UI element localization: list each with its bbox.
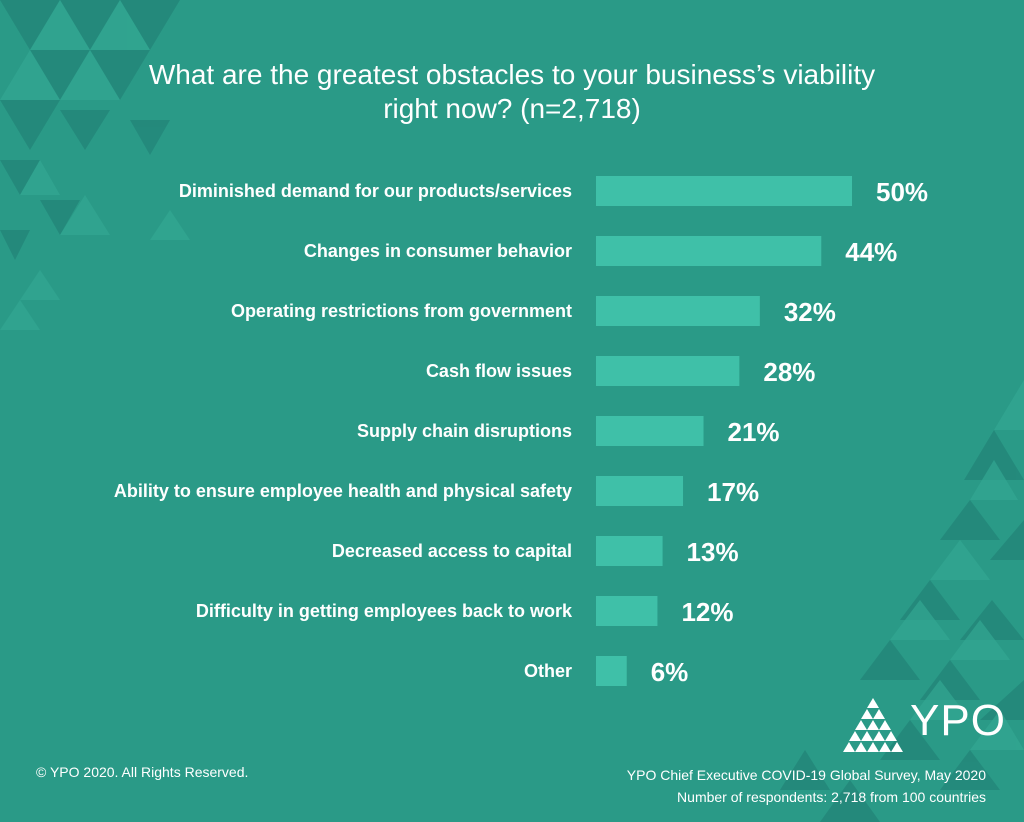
source-note: YPO Chief Executive COVID-19 Global Surv… <box>627 764 986 808</box>
value-label: 28% <box>763 357 815 387</box>
category-label: Difficulty in getting employees back to … <box>196 601 573 621</box>
category-label: Decreased access to capital <box>332 541 572 561</box>
chart-title-line-1: What are the greatest obstacles to your … <box>148 59 876 90</box>
horizontal-bar-chart: Diminished demand for our products/servi… <box>114 176 928 687</box>
value-label: 12% <box>681 597 733 627</box>
triangle-pyramid-icon <box>843 698 903 752</box>
value-label: 17% <box>707 477 759 507</box>
logo-text: YPO <box>910 696 1006 745</box>
bar <box>596 416 704 446</box>
ypo-logo: YPO <box>838 692 1005 762</box>
category-label: Ability to ensure employee health and ph… <box>114 481 572 501</box>
copyright-notice: © YPO 2020. All Rights Reserved. <box>36 764 249 780</box>
category-label: Cash flow issues <box>426 361 572 381</box>
bar <box>596 536 663 566</box>
bar <box>596 476 684 506</box>
source-line-1: YPO Chief Executive COVID-19 Global Surv… <box>626 767 986 783</box>
value-label: 50% <box>876 177 928 207</box>
category-label: Operating restrictions from government <box>231 301 572 321</box>
category-label: Other <box>524 661 572 681</box>
chart-title: What are the greatest obstacles to your … <box>60 58 964 126</box>
bar <box>596 236 822 266</box>
bar <box>596 596 658 626</box>
category-label: Changes in consumer behavior <box>304 241 572 261</box>
bar <box>596 656 627 686</box>
category-label: Diminished demand for our products/servi… <box>179 181 572 201</box>
chart-title-line-2: right now? (n=2,718) <box>383 93 641 124</box>
value-label: 32% <box>784 297 836 327</box>
value-label: 6% <box>651 657 689 687</box>
source-line-2: Number of respondents: 2,718 from 100 co… <box>677 789 986 805</box>
value-label: 21% <box>728 417 780 447</box>
value-label: 13% <box>687 537 739 567</box>
bar <box>596 356 740 386</box>
category-label: Supply chain disruptions <box>357 421 572 441</box>
value-label: 44% <box>845 237 897 267</box>
bar <box>596 296 760 326</box>
bar <box>596 176 852 206</box>
